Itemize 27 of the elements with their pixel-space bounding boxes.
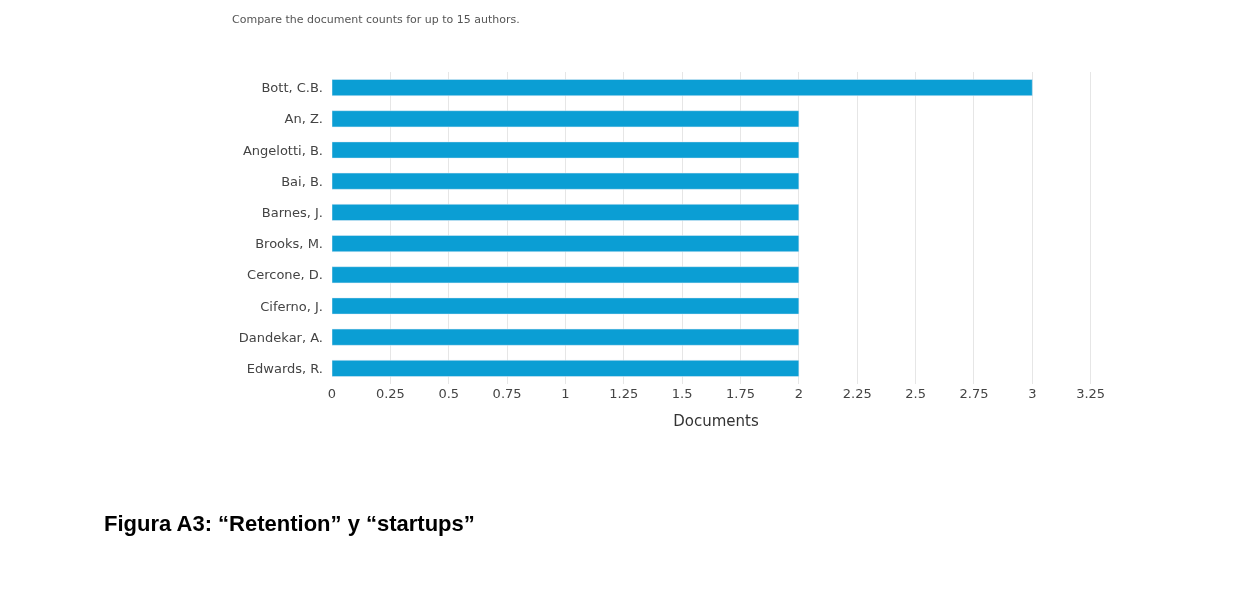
y-tick-label: Bott, C.B.: [261, 80, 323, 96]
text: Figura A3: “Retention” y “startups”: [104, 511, 475, 536]
y-tick-label: An, Z.: [284, 111, 323, 127]
y-tick-label: Cercone, D.: [247, 267, 323, 283]
x-tick-label: 2.5: [905, 386, 926, 401]
y-tick-label: Ciferno, J.: [260, 298, 323, 314]
x-tick-label: 0: [327, 386, 337, 401]
chart-title: Compare the document counts for up to 15 authors.: [232, 12, 520, 26]
y-tick-label: Bai, B.: [281, 173, 323, 189]
x-tick-label: 0.5: [438, 386, 460, 401]
x-axis-title: Documents: [673, 412, 759, 430]
x-tick-label: 2: [794, 386, 804, 401]
y-tick-label: Dandekar, A.: [238, 329, 323, 345]
y-tick-label: Edwards, R.: [246, 360, 323, 376]
x-tick-label: 2.75: [959, 386, 989, 401]
x-tick-label: 1.25: [609, 386, 639, 401]
x-tick-label: 0.75: [492, 386, 522, 401]
x-tick-label: 2.25: [842, 386, 872, 401]
x-tick-label: 3.25: [1076, 386, 1106, 401]
y-tick-label: Barnes, J.: [261, 204, 323, 220]
x-tick-label: 3: [1028, 386, 1037, 401]
x-tick-label: 1.5: [671, 386, 693, 401]
y-tick-label: Angelotti, B.: [242, 142, 323, 158]
x-tick-label: 0.25: [375, 386, 405, 401]
x-tick-label: 1: [561, 386, 570, 401]
x-tick-label: 1.75: [726, 386, 755, 401]
y-tick-label: Brooks, M.: [255, 236, 323, 252]
